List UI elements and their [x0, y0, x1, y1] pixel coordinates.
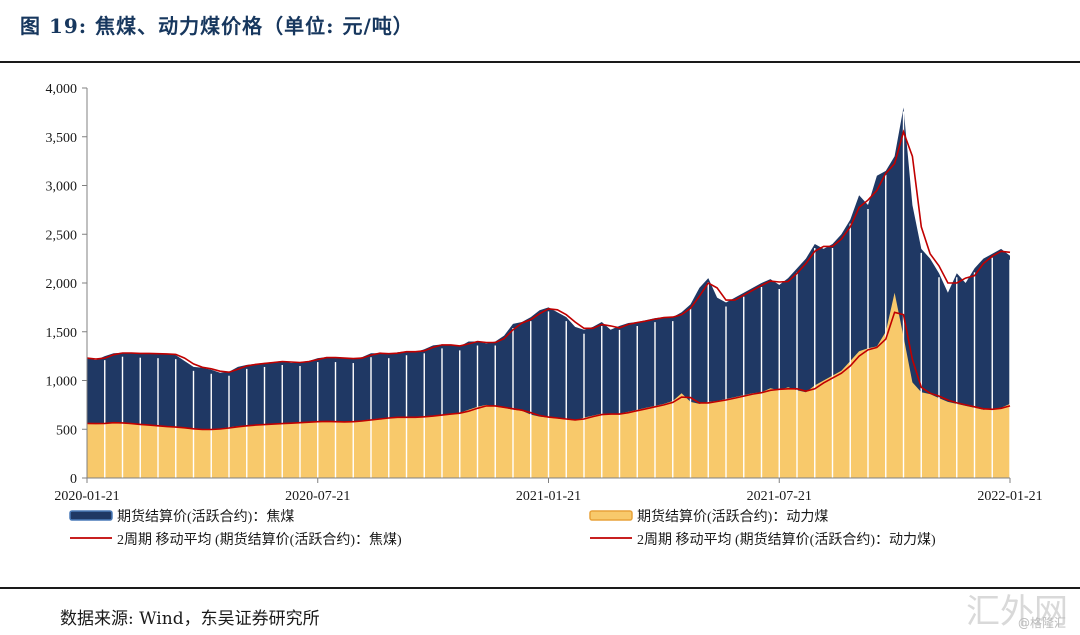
y-tick-label: 2,500	[46, 228, 78, 243]
y-tick-label: 1,500	[46, 326, 78, 341]
watermark-sub: @格隆汇	[1017, 616, 1066, 630]
top-rule	[0, 61, 1080, 63]
figure-title: 图 19: 焦煤、动力煤价格（单位: 元/吨）	[20, 14, 414, 38]
y-tick-label: 1,000	[46, 375, 78, 390]
legend-item: 2周期 移动平均 (期货结算价(活跃合约)：动力煤)	[590, 531, 936, 548]
y-tick-label: 500	[56, 423, 77, 438]
x-tick-label: 2021-07-21	[747, 489, 812, 504]
legend-label: 期货结算价(活跃合约)：焦煤	[117, 508, 294, 525]
legend-item: 2周期 移动平均 (期货结算价(活跃合约)：焦煤)	[70, 531, 402, 548]
legend-item: 期货结算价(活跃合约)：动力煤	[589, 508, 828, 525]
y-tick-label: 0	[70, 472, 77, 487]
x-tick-label: 2020-07-21	[285, 489, 350, 504]
legend-label: 2周期 移动平均 (期货结算价(活跃合约)：动力煤)	[637, 531, 936, 548]
week-separators	[104, 111, 1011, 478]
price-chart: 0 500 1,000 1,500 2,000 2,500 3,000 3,500 4,000 2…	[46, 82, 1043, 548]
legend-swatch	[589, 510, 633, 521]
legend-label: 期货结算价(活跃合约)：动力煤	[637, 508, 828, 525]
x-tick-label: 2022-01-21	[977, 489, 1042, 504]
data-source-note: 数据来源: Wind，东吴证券研究所	[60, 609, 320, 629]
y-tick-label: 4,000	[46, 82, 78, 97]
bottom-rule	[0, 587, 1080, 589]
y-tick-label: 3,000	[46, 180, 78, 195]
series-thermal-coal-ma2-line	[86, 311, 1011, 431]
y-tick-label: 2,000	[46, 277, 78, 292]
watermark: 汇外网	[966, 592, 1068, 632]
x-tick-label: 2020-01-21	[54, 489, 119, 504]
x-tick-label: 2021-01-21	[516, 489, 581, 504]
legend-swatch	[69, 510, 113, 521]
y-tick-label: 3,500	[46, 131, 78, 146]
legend-label: 2周期 移动平均 (期货结算价(活跃合约)：焦煤)	[117, 531, 402, 548]
legend-item: 期货结算价(活跃合约)：焦煤	[69, 508, 294, 525]
series-coking-coal-ma2-line	[86, 129, 1011, 374]
